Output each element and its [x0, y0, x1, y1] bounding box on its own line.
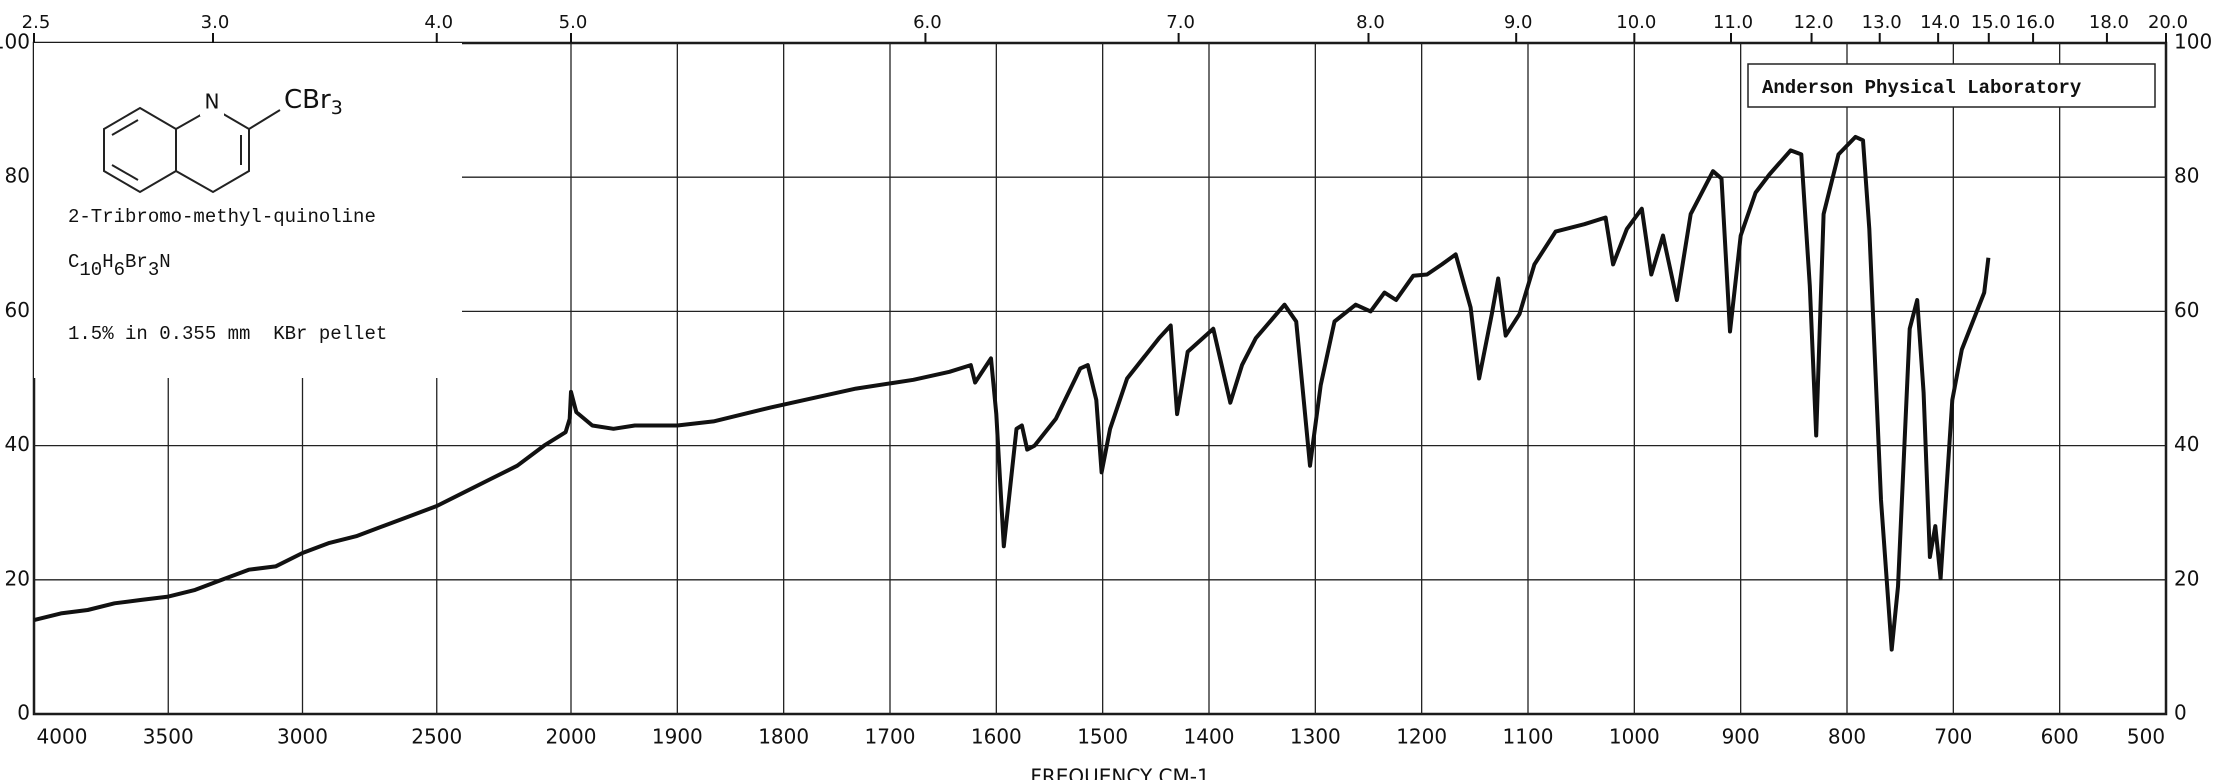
atom-label: N [205, 90, 220, 114]
sample-box [34, 43, 462, 378]
sample: 1.5% in 0.355 mm KBr pellet [68, 323, 387, 345]
y2-tick-label: 60 [2174, 298, 2199, 322]
y-tick-label: 100 [0, 30, 30, 54]
x-tick-label: 1300 [1290, 725, 1341, 749]
f: 6 [114, 259, 125, 281]
x2-tick-label: 13.0 [1862, 12, 1902, 33]
curve-layer [33, 134, 1991, 652]
x-tick-label: 800 [1828, 725, 1866, 749]
spectrum-line [33, 134, 1991, 652]
x-tick-label: 1900 [652, 725, 703, 749]
x-tick-label: 1000 [1609, 725, 1660, 749]
x2-tick-label: 3.0 [201, 12, 230, 33]
x-tick-label: 1600 [971, 725, 1022, 749]
compound: 2-Tribromo-methyl-quinoline [68, 206, 376, 228]
y-tick-label: 60 [5, 298, 30, 322]
x-tick-label: 2000 [546, 725, 597, 749]
lab-box [1747, 63, 2156, 108]
x-tick-label: 2500 [411, 725, 462, 749]
x-tick-label: 500 [2127, 725, 2165, 749]
x2-tick-label: 11.0 [1713, 12, 1753, 33]
group-sub: 3 [331, 97, 343, 119]
y2-tick-label: 20 [2174, 566, 2199, 590]
f: Br [125, 251, 148, 273]
x-tick-label: 900 [1722, 725, 1760, 749]
x2-tick-label: 12.0 [1794, 12, 1834, 33]
x2-tick-label: 15.0 [1971, 12, 2011, 33]
x2-tick-label: 9.0 [1504, 12, 1533, 33]
x2-tick-label: 4.0 [424, 12, 453, 33]
x-tick-label: 1800 [758, 725, 809, 749]
f: 3 [148, 259, 159, 281]
y2-tick-label: 40 [2174, 432, 2199, 456]
x-tick-label: 600 [2041, 725, 2079, 749]
y2-tick-label: 80 [2174, 164, 2199, 188]
atom-bg [200, 92, 224, 116]
f: H [102, 251, 113, 273]
x-tick-label: 1700 [865, 725, 916, 749]
group-label: CBr3 [284, 85, 343, 119]
formula: C10H6Br3N [68, 251, 171, 281]
y-tick-label: 20 [5, 566, 30, 590]
x2-tick-label: 2.5 [22, 12, 51, 33]
f: C [68, 251, 79, 273]
x2-tick-label: 18.0 [2089, 12, 2129, 33]
x-tick-label: 700 [1934, 725, 1972, 749]
x2-tick-label: 5.0 [559, 12, 588, 33]
x-tick-label: 1200 [1396, 725, 1447, 749]
y-tick-label: 80 [5, 164, 30, 188]
group-main: CBr [284, 85, 331, 115]
f: 10 [79, 259, 102, 281]
x-tick-label: 1500 [1077, 725, 1128, 749]
y2-tick-label: 100 [2174, 30, 2212, 54]
y-tick-label: 40 [5, 432, 30, 456]
x-tick-label: 3000 [277, 725, 328, 749]
x-tick-label: 4000 [37, 725, 88, 749]
y2-tick-label: 0 [2174, 701, 2187, 725]
x2-tick-label: 16.0 [2015, 12, 2055, 33]
x2-tick-label: 6.0 [913, 12, 942, 33]
lab: Anderson Physical Laboratory [1762, 77, 2082, 99]
f: N [159, 251, 170, 273]
x-axis-label: FREQUENCY CM-1 [1030, 765, 1209, 780]
x-tick-label: 3500 [143, 725, 194, 749]
x2-tick-label: 14.0 [1920, 12, 1960, 33]
y-tick-label: 0 [17, 701, 30, 725]
x-tick-label: 1100 [1503, 725, 1554, 749]
x2-tick-label: 20.0 [2148, 12, 2188, 33]
structure [103, 106, 281, 194]
x2-tick-label: 7.0 [1166, 12, 1195, 33]
x2-tick-label: 8.0 [1356, 12, 1385, 33]
x-tick-label: 1400 [1184, 725, 1235, 749]
x2-tick-label: 10.0 [1616, 12, 1656, 33]
